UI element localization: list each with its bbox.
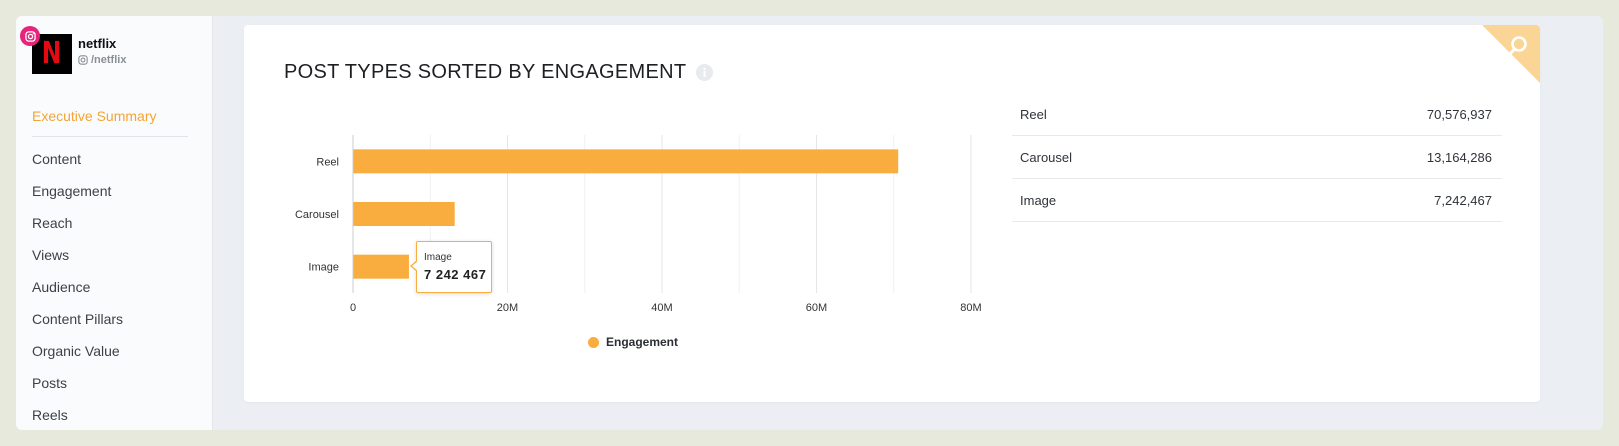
sidebar-item-posts[interactable]: Posts <box>32 375 68 391</box>
table-row: Carousel 13,164,286 <box>1012 136 1502 179</box>
sidebar-item-executive-summary[interactable]: Executive Summary <box>32 108 157 124</box>
tooltip-arrow-inner <box>412 261 418 271</box>
chart-tooltip: Image 7 242 467 <box>410 241 492 293</box>
card-title-text: POST TYPES SORTED BY ENGAGEMENT <box>284 61 687 83</box>
sidebar: N netflix /netflix Executive Summary <box>16 16 213 430</box>
bar <box>353 149 899 174</box>
legend-label: Engagement <box>606 335 679 349</box>
instagram-icon <box>20 26 40 46</box>
sidebar-item-audience[interactable]: Audience <box>32 279 91 295</box>
table-row: Reel 70,576,937 <box>1012 93 1502 136</box>
search-corner-button[interactable] <box>1482 25 1540 83</box>
account-handle: /netflix <box>78 54 126 66</box>
card-title: POST TYPES SORTED BY ENGAGEMENT <box>284 61 714 84</box>
y-tick-label: Carousel <box>295 209 339 221</box>
row-label: Image <box>1020 192 1057 208</box>
stats-table: Reel 70,576,937 Carousel 13,164,286 Imag… <box>1012 93 1502 222</box>
row-label: Carousel <box>1020 149 1073 165</box>
sidebar-nav: Executive Summary Content Engagement Rea… <box>32 100 204 430</box>
instagram-small-icon <box>78 55 88 65</box>
x-tick-label: 0 <box>350 302 356 314</box>
bar <box>353 254 409 279</box>
sidebar-item-reach[interactable]: Reach <box>32 215 73 231</box>
row-value: 70,576,937 <box>1426 106 1492 122</box>
x-tick-label: 40M <box>651 302 672 314</box>
tooltip-value: 7 242 467 <box>424 267 487 282</box>
chart-legend[interactable]: Engagement <box>588 335 678 349</box>
sidebar-item-content[interactable]: Content <box>32 151 82 167</box>
engagement-bar-chart: 0 20M 40M 60M 80M Reel Carousel Image <box>295 135 982 314</box>
sidebar-item-views[interactable]: Views <box>32 247 70 263</box>
table-row: Image 7,242,467 <box>1012 179 1502 222</box>
x-tick-label: 80M <box>960 302 981 314</box>
sidebar-item-organic-value[interactable]: Organic Value <box>32 343 120 359</box>
info-icon[interactable] <box>696 64 714 81</box>
row-value: 7,242,467 <box>1434 192 1492 208</box>
row-value: 13,164,286 <box>1426 149 1492 165</box>
bar <box>353 202 455 226</box>
account-handle-text: /netflix <box>91 54 127 66</box>
account-header[interactable]: N netflix /netflix <box>20 26 202 74</box>
engagement-card: POST TYPES SORTED BY ENGAGEMENT 0 20M 40M 6… <box>244 25 1540 402</box>
sidebar-item-reels[interactable]: Reels <box>32 407 68 423</box>
app-frame: N netflix /netflix Executive Summary <box>16 16 1603 430</box>
account-name: netflix <box>78 36 117 51</box>
nav-divider <box>32 136 188 137</box>
legend-dot <box>588 336 599 348</box>
sidebar-item-engagement[interactable]: Engagement <box>32 183 112 199</box>
x-tick-label: 20M <box>497 302 518 314</box>
sidebar-item-content-pillars[interactable]: Content Pillars <box>32 311 124 327</box>
x-tick-label: 60M <box>806 302 827 314</box>
netflix-logo: N <box>32 34 72 74</box>
y-tick-label: Reel <box>316 156 339 168</box>
tooltip-label: Image <box>424 252 452 263</box>
row-label: Reel <box>1020 106 1047 122</box>
y-tick-label: Image <box>308 262 339 274</box>
netflix-logo-letter: N <box>42 36 62 71</box>
search-icon <box>1508 36 1527 56</box>
